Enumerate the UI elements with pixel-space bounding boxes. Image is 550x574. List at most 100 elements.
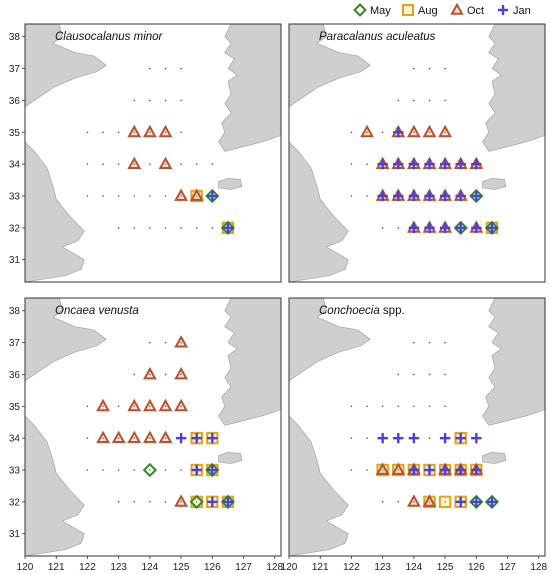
occurrence-point — [438, 495, 452, 509]
x-tick-label: 127 — [235, 562, 252, 573]
station-dot — [180, 373, 182, 376]
oct-marker — [127, 430, 142, 444]
station-dot — [397, 405, 400, 408]
occurrence-point — [439, 432, 451, 444]
station-dot — [133, 99, 136, 102]
occurrence-point — [158, 398, 173, 412]
oct-marker — [422, 494, 437, 507]
x-tick-label: 124 — [406, 562, 423, 573]
jan-marker — [207, 496, 218, 508]
panel-title: Paracalanus aculeatus — [319, 31, 436, 43]
occurrence-point — [469, 462, 484, 477]
station-dot — [164, 373, 167, 376]
may-marker — [205, 462, 220, 478]
station-dot — [117, 501, 120, 503]
jan-marker — [498, 5, 508, 15]
panel-frame — [24, 23, 282, 283]
occurrence-point — [469, 494, 484, 509]
station-dot — [164, 163, 167, 165]
oct-marker — [127, 124, 142, 138]
occurrence-point — [438, 124, 452, 138]
jiangsu-coast-land — [25, 141, 85, 282]
may-marker — [484, 220, 500, 235]
oct-marker — [158, 124, 173, 138]
occurrence-point — [174, 335, 188, 348]
oct-marker — [96, 430, 110, 444]
jan-marker — [486, 496, 498, 508]
jiangsu-coast-land — [25, 415, 85, 556]
panel-frame — [288, 23, 546, 283]
station-dot — [117, 405, 120, 408]
station-dot — [164, 469, 167, 471]
legend-item-oct: Oct — [450, 2, 484, 17]
station-dot — [350, 405, 353, 408]
station-dot — [428, 373, 431, 376]
station-dot — [428, 99, 431, 102]
y-tick-label: 35 — [9, 128, 21, 139]
x-tick-label: 127 — [499, 562, 516, 573]
station-dot — [86, 469, 89, 471]
station-dot — [133, 437, 136, 439]
station-dot — [397, 469, 400, 471]
station-dot — [211, 227, 214, 229]
station-dot — [180, 163, 182, 165]
station-dot — [413, 373, 415, 376]
may-marker — [484, 494, 500, 509]
oct-marker — [406, 124, 421, 138]
occurrence-point — [438, 220, 452, 234]
jan-marker — [455, 222, 466, 234]
station-dot — [444, 67, 446, 70]
station-dot — [149, 99, 151, 102]
occurrence-point — [484, 494, 500, 509]
station-dot — [350, 469, 353, 471]
jan-marker — [455, 464, 466, 476]
shandong-land — [25, 24, 107, 108]
jan-marker — [471, 158, 482, 170]
occurrence-point — [174, 398, 188, 412]
may-marker — [205, 188, 220, 204]
x-tick-label: 124 — [142, 562, 159, 573]
station-dot — [117, 131, 120, 134]
jan-marker — [393, 190, 404, 202]
occurrence-point — [406, 124, 421, 138]
legend-item-aug: Aug — [402, 4, 438, 17]
occurrence-point — [454, 495, 467, 509]
station-dot — [195, 227, 198, 229]
occurrence-point — [175, 432, 187, 444]
occurrence-point — [158, 124, 173, 138]
panel-title-suffix: spp. — [380, 305, 405, 317]
occurrence-markers — [375, 431, 500, 509]
station-dot — [164, 99, 167, 102]
x-tick-label: 128 — [530, 562, 547, 573]
jan-marker — [455, 158, 466, 170]
occurrence-point — [391, 156, 406, 170]
jeju-island-land — [218, 452, 243, 464]
occurrence-point — [422, 124, 437, 138]
oct-marker — [158, 430, 173, 444]
y-tick-label: 38 — [9, 32, 21, 43]
y-tick-label: 33 — [9, 466, 21, 477]
jan-marker — [424, 464, 435, 476]
station-dot — [180, 195, 182, 197]
panels: Clausocalanus minor 31 32 33 34 35 36 37 38 Parac… — [9, 23, 548, 573]
y-tick-label: 35 — [9, 402, 21, 413]
station-dot — [366, 437, 368, 439]
station-dot — [133, 195, 136, 197]
land-layer — [289, 24, 545, 282]
occurrence-point — [453, 220, 468, 235]
jan-marker — [408, 158, 420, 170]
station-dot — [444, 373, 446, 376]
station-dot — [413, 131, 415, 134]
panel-title-italic: Paracalanus aculeatus — [319, 31, 436, 43]
legend-label-aug: Aug — [418, 5, 438, 17]
jan-marker — [408, 464, 420, 476]
occurrence-point — [142, 462, 158, 478]
station-dot — [164, 405, 167, 408]
station-dot — [366, 163, 368, 165]
jan-marker — [377, 190, 388, 202]
jan-marker — [439, 464, 451, 476]
station-dot — [133, 501, 136, 503]
station-dot — [413, 501, 415, 503]
occurrence-point — [127, 430, 142, 444]
y-tick-label: 36 — [9, 96, 21, 107]
